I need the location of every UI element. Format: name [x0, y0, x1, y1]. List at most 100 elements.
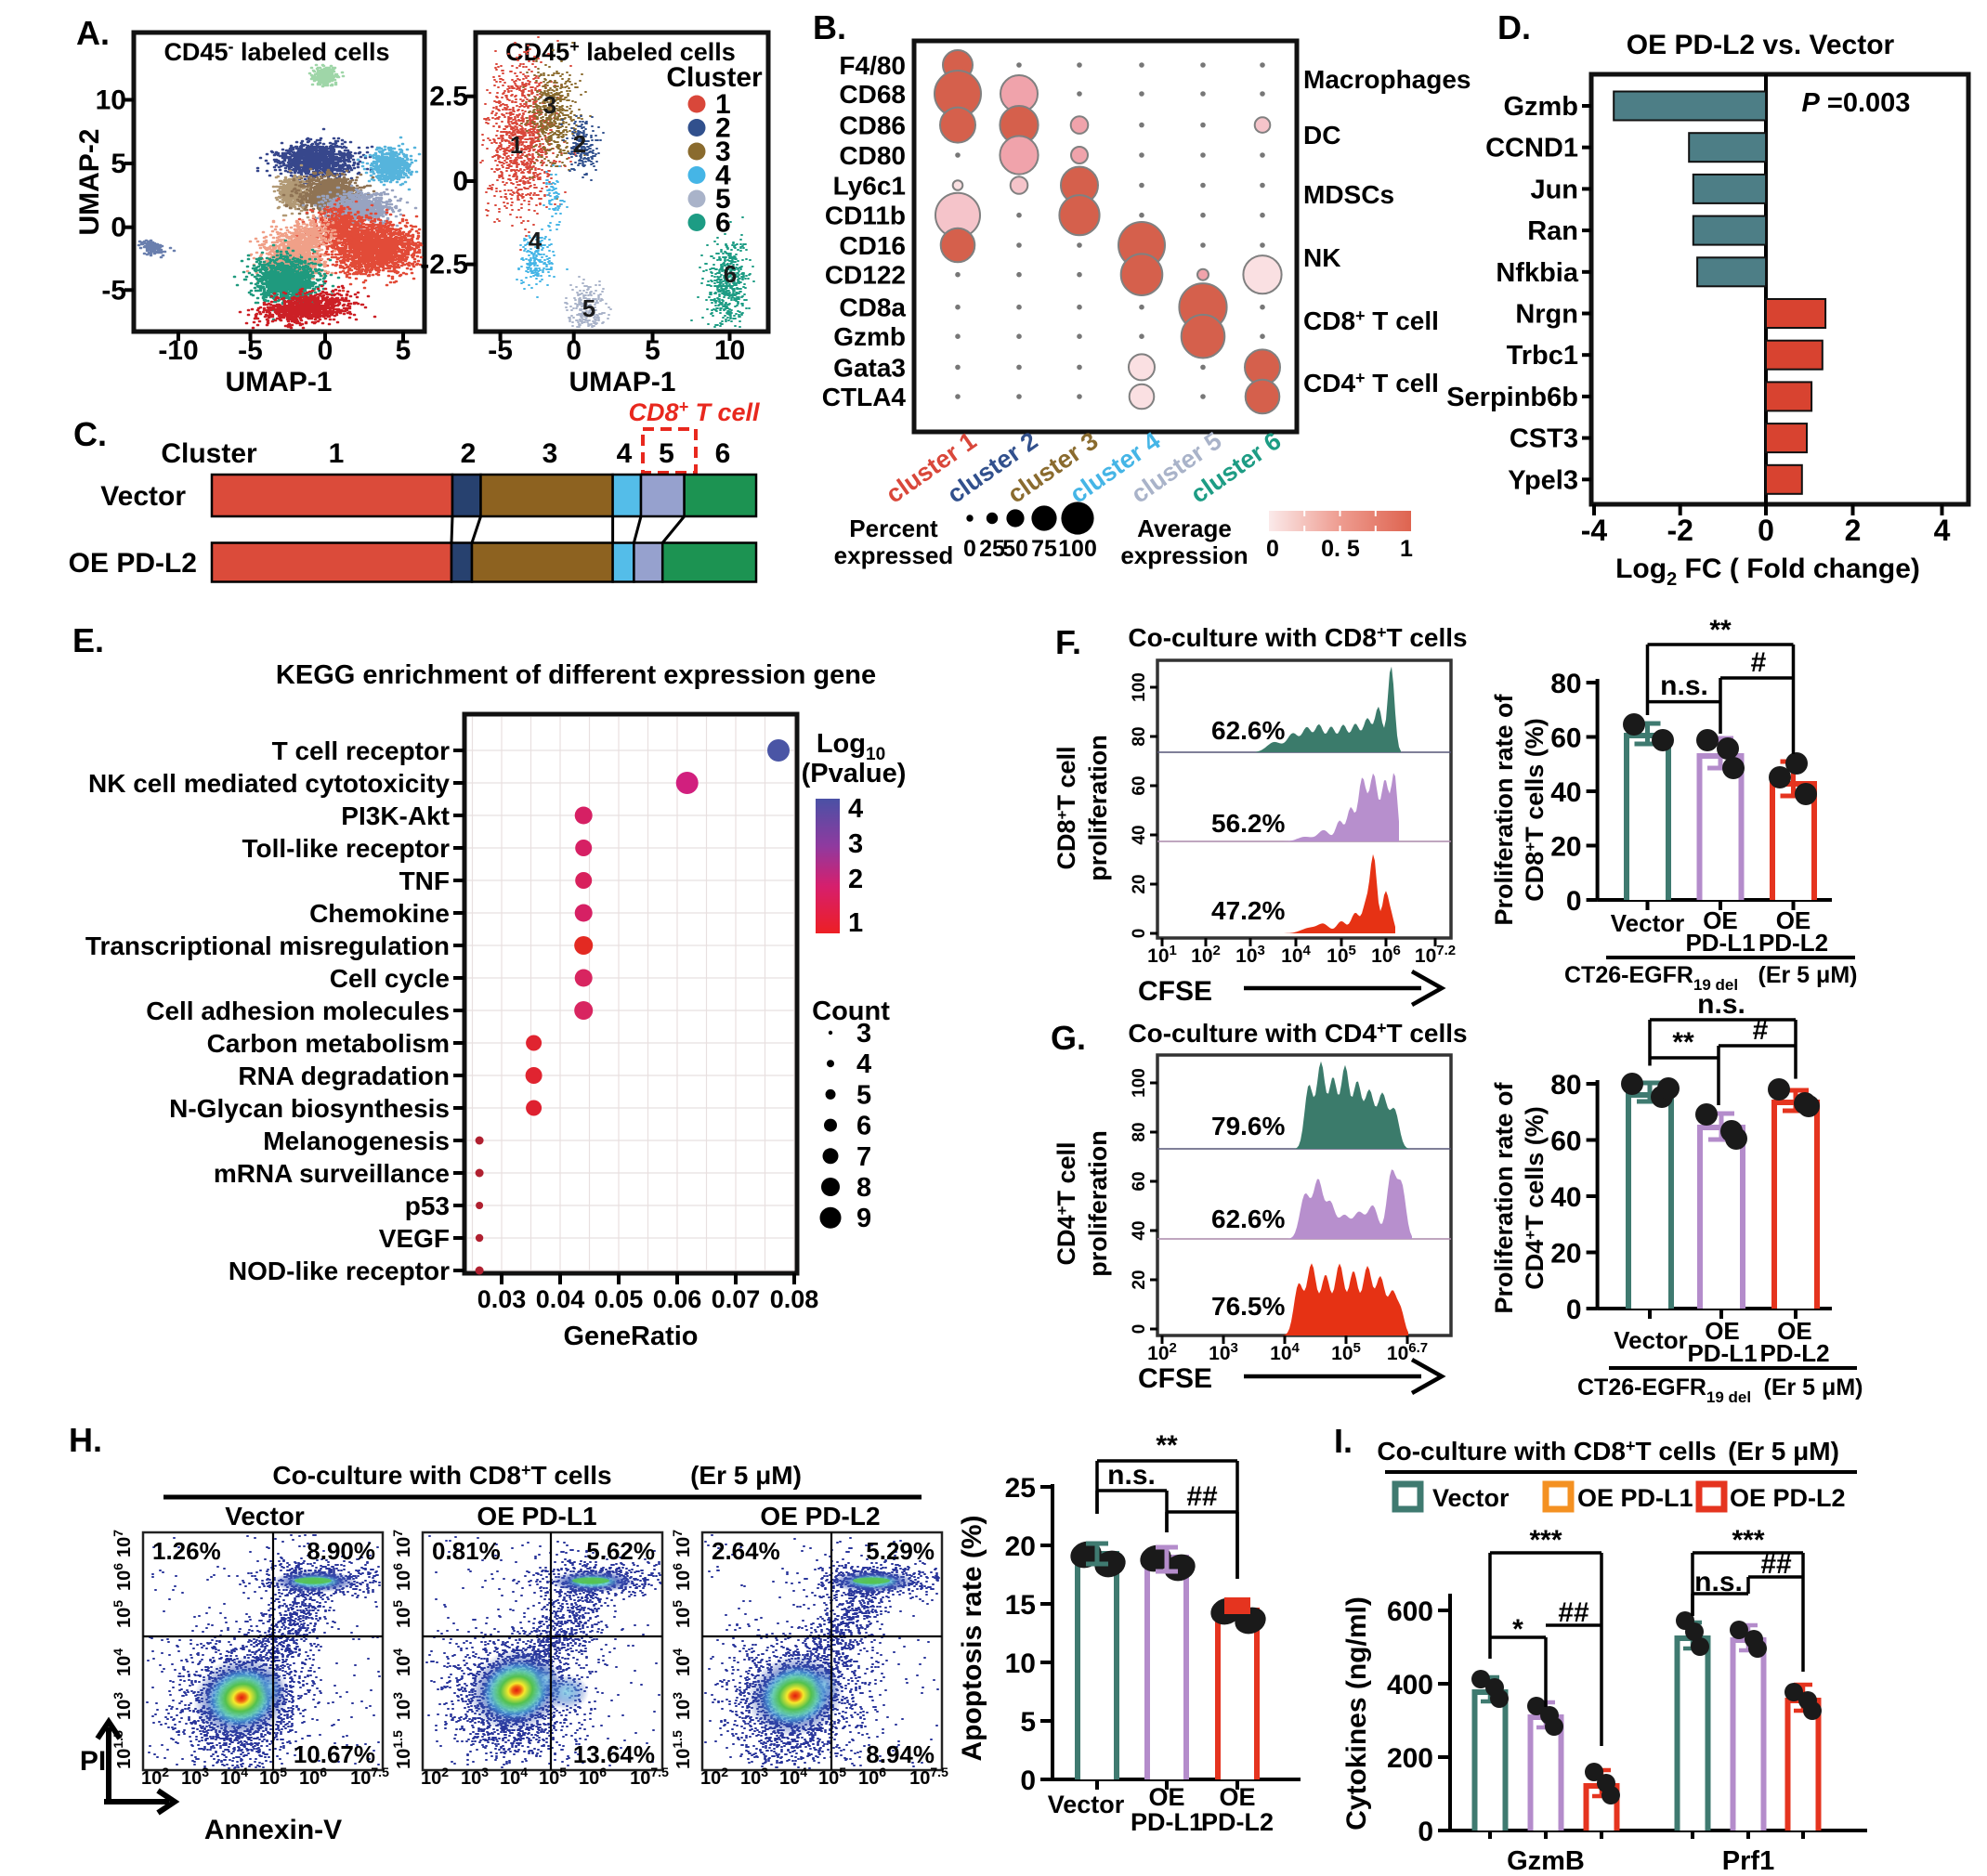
- svg-text:p53: p53: [405, 1192, 450, 1220]
- svg-text:56.2%: 56.2%: [1211, 809, 1285, 838]
- svg-text:P =0.003: P =0.003: [1802, 88, 1911, 118]
- svg-text:80: 80: [1130, 1122, 1149, 1141]
- svg-text:5: 5: [659, 438, 674, 469]
- svg-text:Co-culture with CD8+T cells: Co-culture with CD8+T cells: [1377, 1437, 1716, 1466]
- svg-text:5.29%: 5.29%: [866, 1537, 935, 1565]
- svg-text:Apoptosis rate (%): Apoptosis rate (%): [957, 1515, 987, 1761]
- svg-text:CD4+T cell: CD4+T cell: [1052, 1142, 1080, 1266]
- svg-text:CD68: CD68: [839, 80, 906, 109]
- svg-text:Co-culture with CD8+T cells: Co-culture with CD8+T cells: [1128, 623, 1467, 652]
- svg-text:100: 100: [1058, 536, 1097, 562]
- svg-text:40: 40: [1550, 777, 1581, 808]
- svg-text:proliferation: proliferation: [1084, 735, 1112, 881]
- svg-text:47.2%: 47.2%: [1211, 896, 1285, 925]
- svg-text:NOD-like receptor: NOD-like receptor: [229, 1257, 450, 1285]
- svg-text:79.6%: 79.6%: [1211, 1112, 1285, 1140]
- svg-text:Melanogenesis: Melanogenesis: [263, 1127, 450, 1155]
- svg-text:OE PD-L2: OE PD-L2: [69, 548, 197, 579]
- svg-text:##: ##: [1558, 1597, 1589, 1628]
- svg-text:(Pvalue): (Pvalue): [802, 759, 907, 788]
- svg-text:CD8a: CD8a: [839, 293, 906, 322]
- svg-text:2: 2: [1845, 514, 1862, 547]
- svg-text:1: 1: [848, 908, 863, 938]
- svg-text:0.07: 0.07: [712, 1285, 761, 1313]
- svg-text:CD16: CD16: [839, 231, 906, 260]
- svg-text:UMAP-2: UMAP-2: [74, 128, 105, 235]
- svg-text:Cytokines (ng/ml): Cytokines (ng/ml): [1341, 1596, 1372, 1830]
- svg-text:76.5%: 76.5%: [1211, 1292, 1285, 1321]
- svg-text:mRNA surveillance: mRNA surveillance: [214, 1159, 450, 1188]
- svg-text:T cell receptor: T cell receptor: [272, 736, 451, 765]
- svg-text:200: 200: [1387, 1743, 1433, 1774]
- svg-text:5: 5: [856, 1080, 871, 1110]
- svg-text:##: ##: [1760, 1549, 1792, 1580]
- svg-text:5: 5: [645, 335, 660, 366]
- svg-text:CD11b: CD11b: [825, 202, 906, 230]
- svg-text:1.26%: 1.26%: [152, 1537, 221, 1565]
- svg-text:-5: -5: [488, 335, 513, 366]
- svg-text:GzmB: GzmB: [1507, 1846, 1585, 1876]
- svg-text:PD-L2: PD-L2: [1201, 1808, 1274, 1836]
- svg-text:0: 0: [318, 335, 333, 366]
- svg-text:CCND1: CCND1: [1485, 134, 1578, 163]
- svg-text:40: 40: [1130, 825, 1149, 844]
- svg-text:DC: DC: [1303, 121, 1340, 150]
- svg-text:Ly6c1: Ly6c1: [833, 172, 906, 201]
- svg-text:106: 106: [1371, 943, 1401, 967]
- svg-text:OE PD-L2: OE PD-L2: [760, 1502, 880, 1531]
- svg-text:Vector: Vector: [1614, 1326, 1688, 1354]
- svg-text:CD4+T cells (%): CD4+T cells (%): [1521, 1106, 1549, 1290]
- svg-text:-5: -5: [101, 275, 126, 306]
- svg-text:B.: B.: [813, 8, 846, 46]
- svg-text:25: 25: [1005, 1473, 1036, 1504]
- svg-text:PD-L1: PD-L1: [1687, 1339, 1757, 1367]
- svg-text:0.03: 0.03: [477, 1285, 527, 1313]
- svg-text:60: 60: [1130, 775, 1149, 795]
- svg-text:Average: Average: [1137, 515, 1232, 542]
- svg-text:Log2 FC ( Fold change): Log2 FC ( Fold change): [1615, 554, 1920, 590]
- svg-text:n.s.: n.s.: [1660, 671, 1708, 701]
- svg-text:***: ***: [1529, 1525, 1562, 1556]
- svg-text:n.s.: n.s.: [1694, 1567, 1743, 1597]
- svg-text:0: 0: [1020, 1765, 1036, 1796]
- svg-text:0: 0: [963, 536, 976, 562]
- svg-text:0: 0: [1566, 886, 1582, 917]
- svg-text:3: 3: [848, 829, 863, 859]
- svg-text:3: 3: [856, 1019, 871, 1049]
- svg-text:##: ##: [1186, 1481, 1218, 1512]
- svg-text:0.81%: 0.81%: [432, 1537, 501, 1565]
- svg-text:Ran: Ran: [1527, 216, 1578, 246]
- svg-text:PI3K-Akt: PI3K-Akt: [341, 801, 450, 830]
- svg-text:5: 5: [1020, 1707, 1036, 1738]
- svg-text:Percent: Percent: [849, 515, 938, 542]
- svg-text:8.94%: 8.94%: [866, 1740, 935, 1768]
- svg-text:80: 80: [1550, 669, 1581, 699]
- svg-text:CST3: CST3: [1510, 424, 1578, 454]
- svg-text:(Er 5 μM): (Er 5 μM): [1764, 1374, 1863, 1400]
- svg-text:CFSE: CFSE: [1138, 976, 1212, 1007]
- svg-text:CTLA4: CTLA4: [822, 383, 907, 411]
- svg-text:-5: -5: [238, 335, 263, 366]
- svg-text:Macrophages: Macrophages: [1303, 65, 1471, 94]
- svg-text:50: 50: [1002, 536, 1028, 562]
- svg-text:CD122: CD122: [825, 261, 906, 290]
- svg-text:60: 60: [1130, 1171, 1149, 1191]
- svg-text:CD86: CD86: [839, 111, 906, 140]
- svg-text:0: 0: [1758, 514, 1774, 547]
- svg-text:25: 25: [979, 536, 1005, 562]
- svg-text:CD80: CD80: [839, 141, 906, 170]
- svg-text:1: 1: [715, 89, 731, 120]
- svg-text:60: 60: [1550, 723, 1581, 754]
- svg-text:MDSCs: MDSCs: [1303, 180, 1394, 209]
- svg-text:4: 4: [856, 1049, 871, 1079]
- svg-text:(Er 5 μM): (Er 5 μM): [1728, 1437, 1839, 1466]
- svg-text:UMAP-1: UMAP-1: [225, 367, 332, 397]
- svg-text:Proliferation rate of: Proliferation rate of: [1490, 1081, 1518, 1313]
- svg-text:600: 600: [1387, 1596, 1433, 1627]
- svg-text:0.06: 0.06: [653, 1285, 702, 1313]
- svg-text:OE PD-L1: OE PD-L1: [1577, 1484, 1693, 1512]
- svg-text:2: 2: [715, 113, 731, 144]
- svg-text:100: 100: [1130, 1068, 1149, 1098]
- svg-text:H.: H.: [69, 1421, 102, 1459]
- svg-text:-2.5: -2.5: [420, 250, 468, 280]
